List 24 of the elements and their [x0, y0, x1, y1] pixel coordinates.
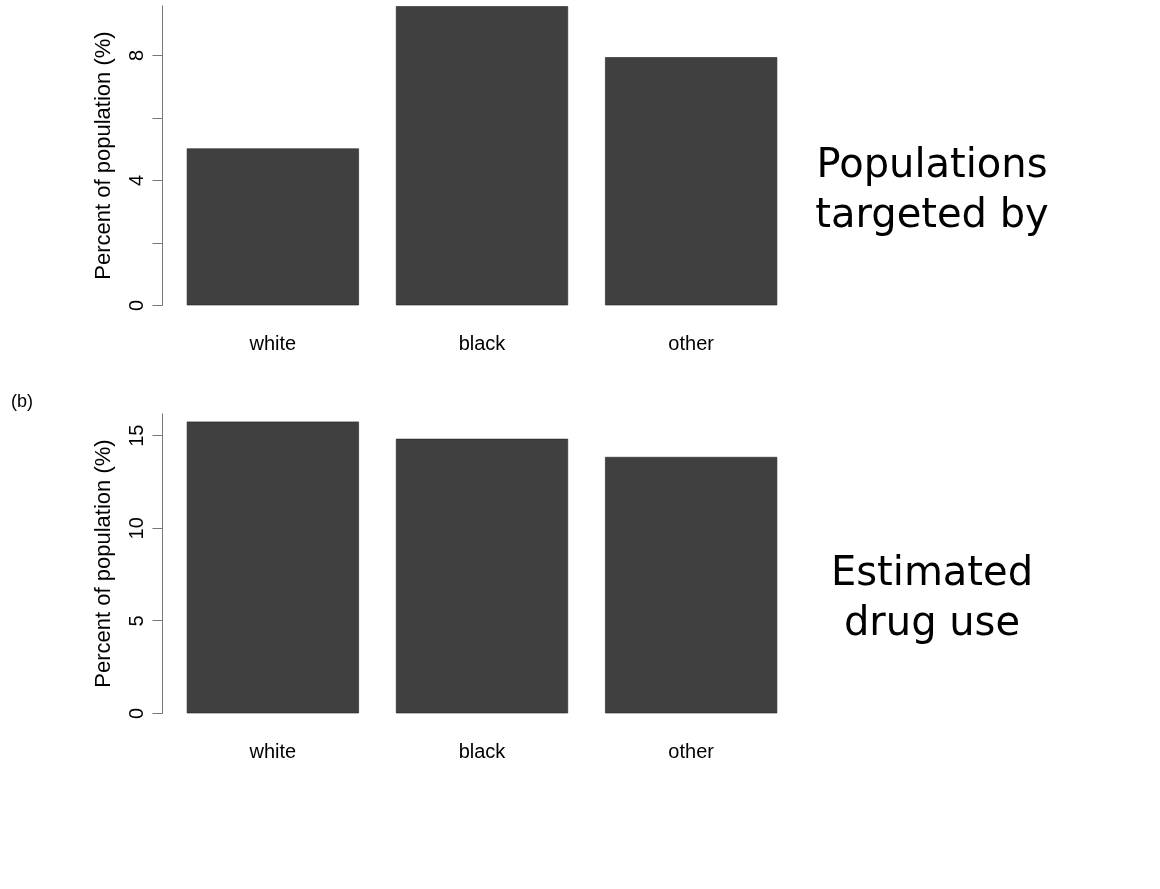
y-tick-label: 0: [124, 707, 147, 720]
text: (b): [11, 391, 33, 411]
y-tick-label: 10: [124, 517, 147, 540]
bar: [395, 438, 569, 714]
y-tick-label: 15: [124, 424, 147, 447]
bar: [395, 6, 569, 306]
y-tick-label: 8: [124, 49, 147, 62]
y-axis-title: Percent of population (%): [89, 439, 115, 688]
x-tick-label: white: [248, 739, 297, 762]
y-tick-label: 4: [124, 174, 147, 187]
x-tick-label: other: [668, 739, 715, 762]
y-tick-label: 0: [124, 299, 147, 312]
x-tick-label: black: [458, 739, 507, 762]
text: Estimated drug use: [830, 548, 1034, 644]
bar: [186, 421, 359, 714]
y-axis-title: Percent of population (%): [89, 31, 115, 280]
x-tick-label: white: [248, 331, 297, 354]
bar: [605, 456, 778, 714]
x-tick-label: other: [668, 331, 715, 354]
x-tick-label: black: [458, 331, 507, 354]
text: Populations targeted by: [815, 140, 1049, 236]
bar: [186, 148, 359, 306]
y-tick-label: 5: [124, 615, 147, 627]
bar: [605, 57, 778, 306]
